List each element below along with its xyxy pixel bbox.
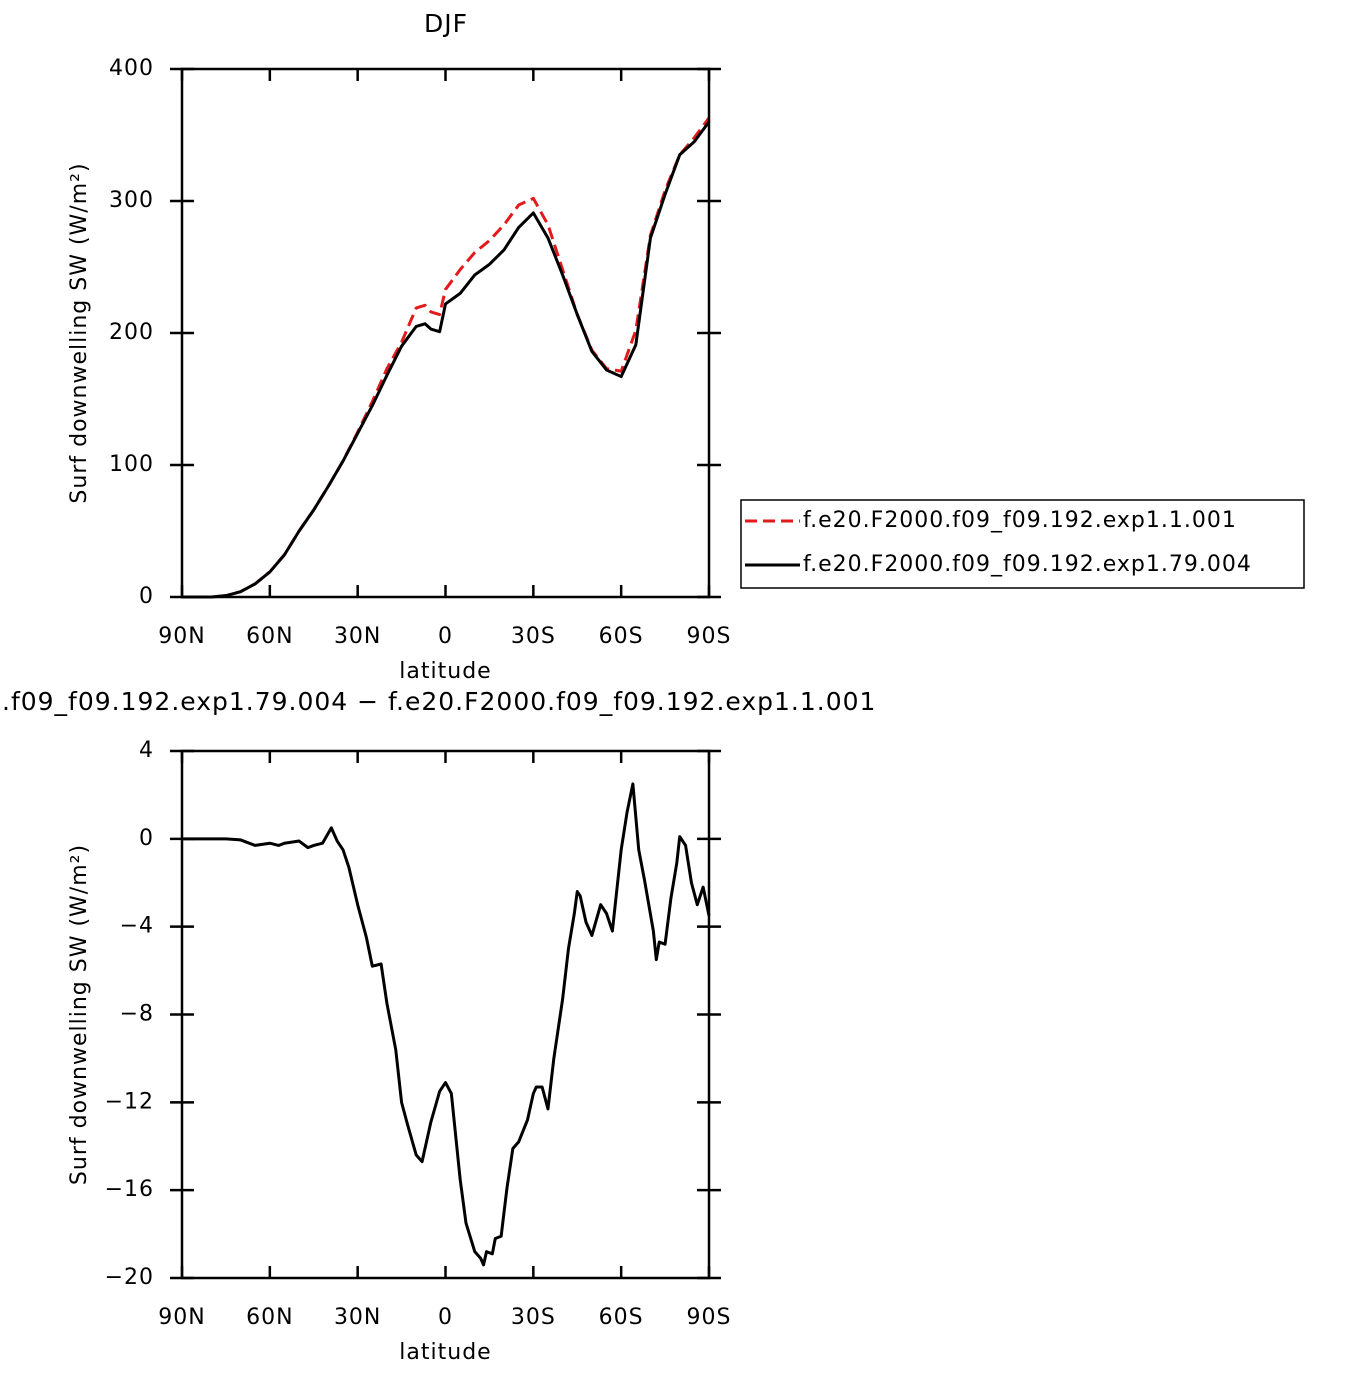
plot-frame — [180, 749, 711, 1280]
x-axis-label: latitude — [399, 659, 491, 684]
x-tick-label: 60S — [599, 1305, 644, 1330]
x-tick-label: 60N — [246, 1305, 293, 1330]
x-tick-label: 90N — [158, 624, 205, 649]
x-tick-label: 30S — [511, 624, 556, 649]
x-tick-label: 0 — [438, 624, 453, 649]
legend-frame — [740, 499, 1305, 589]
y-tick-label: −12 — [105, 1089, 154, 1114]
x-tick-label: 60S — [599, 624, 644, 649]
y-axis-label: Surf downwelling SW (W/m²) — [67, 162, 92, 503]
x-tick-label: 30N — [334, 1305, 381, 1330]
y-tick-label: −4 — [120, 914, 154, 939]
y-tick-label: 200 — [109, 320, 154, 345]
y-tick-label: 300 — [109, 188, 154, 213]
data-line — [182, 116, 711, 599]
y-tick-label: −8 — [120, 1002, 154, 1027]
chart-title: DJF — [424, 9, 468, 38]
y-tick-label: 0 — [139, 826, 154, 851]
y-tick-label: −20 — [105, 1265, 154, 1290]
y-tick-label: 0 — [139, 584, 154, 609]
x-axis-label: latitude — [399, 1340, 491, 1365]
y-tick-label: −16 — [105, 1177, 154, 1202]
x-tick-label: 30S — [511, 1305, 556, 1330]
x-tick-label: 90S — [687, 624, 732, 649]
x-tick-label: 90N — [158, 1305, 205, 1330]
plot-frame — [180, 67, 711, 599]
x-tick-label: 0 — [438, 1305, 453, 1330]
y-tick-label: 400 — [109, 56, 154, 81]
y-axis-label: Surf downwelling SW (W/m²) — [67, 844, 92, 1185]
x-tick-label: 30N — [334, 624, 381, 649]
y-tick-label: 4 — [139, 738, 154, 763]
x-tick-label: 60N — [246, 624, 293, 649]
data-line — [182, 120, 711, 599]
legend-label: f.e20.F2000.f09_f09.192.exp1.1.001 — [803, 508, 1237, 533]
y-tick-label: 100 — [109, 452, 154, 477]
legend-label: f.e20.F2000.f09_f09.192.exp1.79.004 — [803, 552, 1252, 577]
data-line — [182, 782, 711, 1267]
x-tick-label: 90S — [687, 1305, 732, 1330]
chart-title: .f09_f09.192.exp1.79.004 − f.e20.F2000.f… — [2, 687, 876, 716]
